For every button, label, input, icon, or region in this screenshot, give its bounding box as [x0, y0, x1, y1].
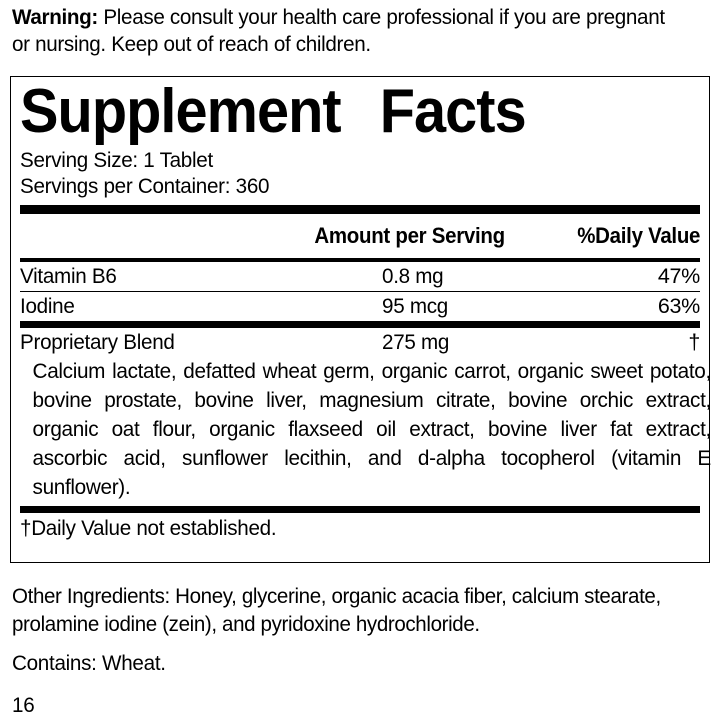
table-header-row: Amount per Serving %Daily Value: [20, 214, 700, 258]
page-number: 16: [12, 693, 35, 717]
warning-text: Please consult your health care professi…: [12, 5, 665, 56]
nutrient-name: Vitamin B6: [20, 264, 117, 288]
rule-under-header: [20, 258, 700, 262]
serving-size: Serving Size: 1 Tablet: [20, 148, 213, 172]
contains-statement: Contains: Wheat.: [12, 651, 166, 675]
nutrient-name: Iodine: [20, 294, 75, 319]
nutrient-daily-value: 47%: [657, 264, 700, 288]
proprietary-blend-row: Proprietary Blend 275 mg †: [20, 328, 700, 357]
blend-daily-value: †: [688, 330, 700, 355]
panel-title: Supplement Facts: [20, 77, 652, 145]
panel-title-supplement: Supplement: [20, 77, 342, 146]
rule-above-blend: [20, 321, 700, 329]
rule-between-rows: [20, 291, 700, 293]
rule-thick-top: [20, 205, 700, 214]
servings-per-container: Servings per Container: 360: [20, 174, 270, 198]
blend-ingredient-list: Calcium lactate, defatted wheat germ, or…: [32, 359, 712, 500]
supplement-facts-panel: Supplement Facts Serving Size: 1 Tablet S…: [10, 76, 712, 563]
column-header-amount: Amount per Serving: [314, 223, 505, 248]
panel-title-facts: Facts: [379, 77, 527, 146]
daily-value-footnote: †Daily Value not established.: [20, 516, 277, 541]
blend-name: Proprietary Blend: [20, 330, 175, 355]
nutrient-daily-value: 63%: [657, 294, 700, 319]
serving-info: Serving Size: 1 Tablet Servings per Cont…: [20, 147, 700, 199]
table-row: Vitamin B6 0.8 mg 47%: [20, 262, 700, 291]
nutrient-amount: 0.8 mg: [382, 264, 444, 288]
warning-paragraph: Warning: Please consult your health care…: [12, 4, 684, 58]
warning-label: Warning:: [12, 5, 98, 29]
table-row: Iodine 95 mcg 63%: [20, 292, 700, 321]
column-header-daily-value: %Daily Value: [577, 223, 700, 248]
rule-above-footnote: [20, 506, 700, 514]
blend-amount: 275 mg: [382, 330, 450, 355]
other-ingredients: Other Ingredients: Honey, glycerine, org…: [12, 584, 661, 636]
nutrient-amount: 95 mcg: [382, 294, 448, 319]
